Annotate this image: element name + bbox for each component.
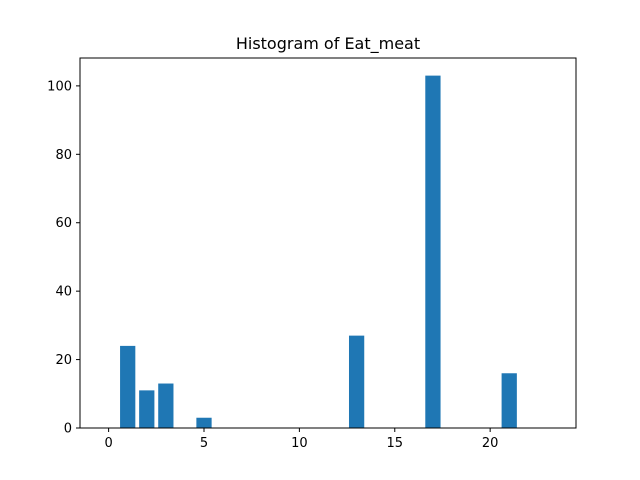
y-tick-label: 20 [55, 353, 72, 368]
y-tick-label: 60 [55, 216, 72, 231]
y-tick-label: 80 [55, 148, 72, 163]
bars-group [120, 75, 517, 428]
x-tick-label: 5 [200, 436, 208, 451]
plot-frame [79, 57, 577, 429]
histogram-bar [501, 373, 517, 428]
y-tick-label: 0 [64, 422, 72, 437]
histogram-bar [158, 383, 174, 428]
histogram-bar [348, 335, 365, 428]
chart-title: Histogram of Eat_meat [236, 34, 420, 54]
y-tick-label: 40 [55, 285, 72, 300]
plot-area [80, 58, 576, 428]
x-tick-label: 0 [104, 436, 112, 451]
y-tick-label: 100 [47, 79, 72, 94]
histogram-bar [139, 390, 155, 428]
histogram-bar [425, 75, 441, 428]
x-tick-label: 10 [291, 436, 308, 451]
histogram-bar [120, 345, 136, 428]
histogram-bar [196, 417, 212, 428]
x-tick-label: 20 [482, 436, 499, 451]
x-axis: 0 5 10 15 20 [104, 428, 498, 451]
x-tick-label: 15 [386, 436, 403, 451]
y-axis: 0 20 40 60 80 100 [47, 79, 80, 437]
